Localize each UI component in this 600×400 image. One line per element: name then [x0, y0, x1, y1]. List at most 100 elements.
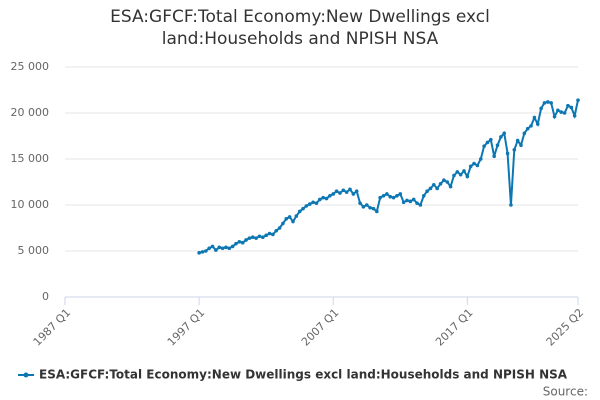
data-point — [261, 235, 265, 239]
legend-marker — [23, 372, 29, 378]
data-point — [485, 140, 490, 145]
data-point — [411, 197, 416, 202]
data-point — [385, 192, 389, 196]
data-point — [415, 201, 419, 205]
data-point — [425, 189, 429, 193]
data-point — [549, 101, 553, 105]
data-point — [546, 100, 550, 104]
data-point — [334, 189, 339, 193]
data-point — [324, 196, 329, 201]
data-point — [264, 233, 268, 238]
data-point — [240, 240, 245, 245]
data-point — [250, 235, 255, 239]
data-point — [458, 172, 463, 177]
source: Source: — [543, 385, 588, 399]
data-point — [364, 203, 369, 207]
data-point — [318, 197, 322, 202]
data-point — [405, 198, 409, 203]
data-point — [338, 191, 342, 195]
data-point — [492, 154, 496, 159]
data-point — [234, 241, 238, 246]
data-point — [391, 195, 396, 200]
data-point — [281, 221, 285, 226]
data-point — [421, 194, 426, 198]
data-point — [408, 199, 413, 204]
data-point — [542, 101, 547, 105]
data-point — [552, 114, 557, 119]
data-point — [197, 251, 201, 255]
data-point — [244, 238, 248, 242]
data-point — [569, 105, 574, 110]
data-point — [277, 226, 282, 230]
x-tick-label: 1997 Q1 — [165, 306, 208, 349]
data-point — [455, 170, 460, 174]
data-point — [227, 246, 232, 251]
data-point — [348, 187, 352, 192]
data-point — [301, 206, 305, 211]
data-point — [381, 194, 386, 198]
data-point — [465, 174, 470, 179]
data-point — [237, 240, 242, 244]
x-tick-label: 2017 Q1 — [433, 306, 476, 349]
data-point — [576, 98, 580, 102]
data-point — [559, 110, 564, 114]
data-point — [368, 205, 372, 210]
data-point — [522, 131, 527, 136]
y-tick-label: 20 000 — [11, 106, 50, 119]
x-tick-label: 2007 Q1 — [299, 306, 342, 349]
y-tick-label: 5 000 — [18, 244, 50, 257]
data-point — [344, 190, 349, 194]
data-point — [375, 209, 379, 214]
data-point — [462, 169, 466, 173]
data-point — [478, 157, 483, 161]
data-point — [519, 143, 523, 147]
data-point — [472, 161, 476, 166]
data-point — [445, 180, 450, 184]
data-point — [452, 173, 456, 178]
y-tick-label: 10 000 — [11, 198, 50, 211]
data-point — [515, 138, 520, 143]
data-point — [489, 137, 493, 142]
data-point — [284, 217, 289, 221]
data-point — [482, 144, 486, 148]
data-point — [505, 151, 510, 156]
data-point — [388, 194, 393, 199]
data-point — [224, 245, 228, 250]
data-point — [398, 192, 403, 196]
data-point — [331, 192, 336, 196]
data-point — [509, 203, 513, 207]
legend-label: ESA:GFCF:Total Economy:New Dwellings exc… — [39, 368, 568, 382]
data-point — [525, 126, 530, 131]
data-point — [314, 201, 319, 205]
data-point — [204, 249, 208, 253]
chart-title: ESA:GFCF:Total Economy:New Dwellings exc… — [110, 7, 490, 49]
data-point — [307, 202, 312, 206]
data-point — [247, 236, 252, 240]
data-point — [529, 124, 533, 128]
data-point — [217, 245, 222, 250]
data-point — [304, 204, 309, 208]
data-point — [294, 214, 299, 218]
data-point — [401, 200, 406, 205]
data-point — [378, 195, 382, 200]
y-tick-label: 15 000 — [11, 152, 50, 165]
data-point — [572, 113, 577, 118]
data-point — [321, 195, 325, 200]
data-point — [230, 244, 235, 249]
data-point — [438, 182, 443, 186]
data-point — [311, 200, 315, 205]
data-point — [358, 201, 362, 205]
data-point — [556, 108, 560, 113]
data-point — [291, 219, 295, 224]
data-point — [428, 186, 433, 191]
data-point — [512, 148, 517, 152]
data-point — [214, 248, 218, 252]
data-point — [354, 189, 359, 193]
data-point — [351, 192, 356, 196]
data-point — [566, 103, 570, 108]
series-line — [198, 99, 579, 254]
y-tick-label: 25 000 — [11, 60, 50, 73]
data-point — [274, 228, 279, 233]
